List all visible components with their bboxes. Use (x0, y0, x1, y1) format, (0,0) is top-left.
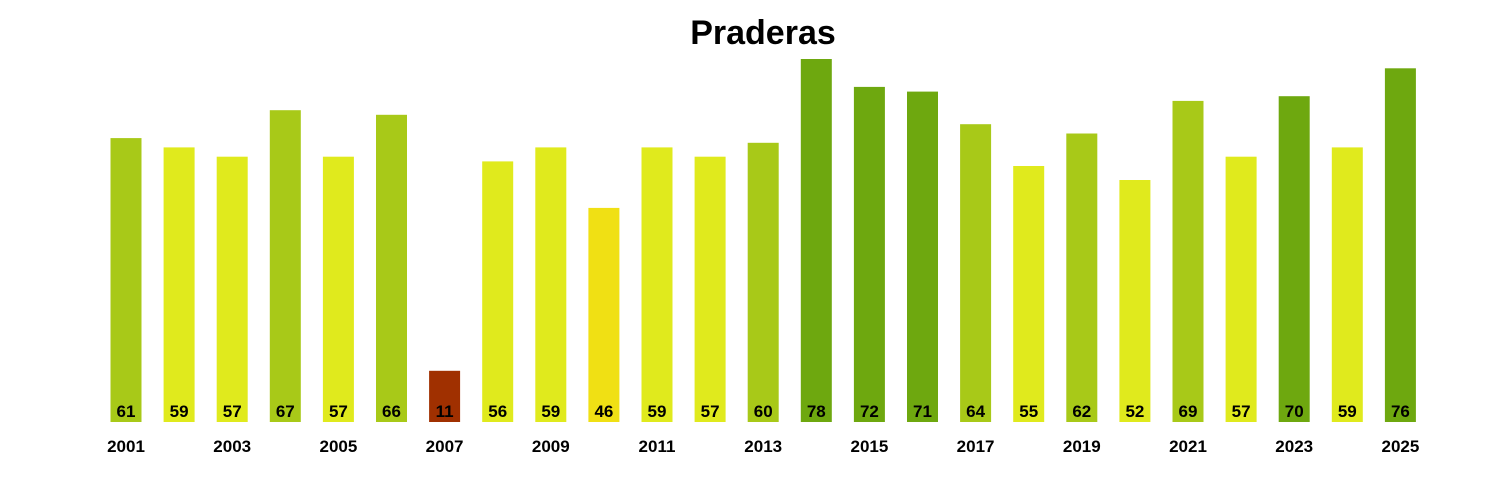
x-tick-2007: 2007 (426, 437, 464, 456)
value-label-2007: 11 (436, 402, 454, 421)
x-tick-2009: 2009 (532, 437, 570, 456)
bar-2018 (1013, 166, 1045, 422)
value-label-2022: 57 (1232, 402, 1251, 421)
x-tick-2023: 2023 (1275, 437, 1313, 456)
bar-2011 (641, 147, 673, 422)
value-label-2004: 67 (276, 402, 295, 421)
x-tick-2015: 2015 (850, 437, 888, 456)
bar-2012 (694, 156, 726, 422)
x-tick-2005: 2005 (319, 437, 357, 456)
bar-2002 (163, 147, 195, 422)
x-tick-2017: 2017 (957, 437, 995, 456)
bar-2001 (110, 138, 142, 422)
bar-2014 (800, 59, 832, 422)
bar-2004 (269, 110, 301, 422)
value-label-2006: 66 (382, 402, 401, 421)
value-label-2012: 57 (701, 402, 720, 421)
bar-2006 (376, 114, 407, 423)
bar-2023 (1278, 96, 1310, 422)
value-label-2025: 76 (1391, 402, 1410, 421)
value-label-2016: 71 (913, 402, 932, 421)
x-tick-2025: 2025 (1381, 437, 1419, 456)
value-label-2009: 59 (541, 402, 560, 421)
bar-2005 (322, 156, 354, 422)
value-label-2011: 59 (648, 402, 667, 421)
bar-2022 (1225, 156, 1257, 422)
value-labels-group: 61 59 57 67 57 66 11 56 59 46 59 57 60 78 72 71 64 55 62 52… (117, 402, 1410, 421)
bar-2013 (747, 142, 779, 423)
bar-2016 (907, 91, 938, 422)
bar-2003 (216, 156, 248, 422)
bar-2008 (482, 161, 514, 422)
bar-2017 (960, 124, 992, 422)
x-tick-2013: 2013 (744, 437, 782, 456)
value-label-2013: 60 (754, 402, 773, 421)
bar-2009 (535, 147, 567, 422)
value-label-2010: 46 (594, 402, 613, 421)
chart-title: Praderas (690, 14, 836, 52)
value-label-2008: 56 (488, 402, 507, 421)
value-label-2017: 64 (966, 402, 985, 421)
value-label-2003: 57 (223, 402, 242, 421)
value-label-2015: 72 (860, 402, 879, 421)
x-axis-ticks: 2001 2003 2005 2007 2009 2011 2013 2015 2017 2019… (107, 437, 1419, 456)
x-tick-2011: 2011 (639, 437, 676, 456)
bar-2024 (1331, 147, 1363, 422)
bar-2021 (1172, 100, 1204, 423)
x-tick-2019: 2019 (1063, 437, 1101, 456)
bar-2010 (588, 207, 620, 422)
value-label-2005: 57 (329, 402, 348, 421)
bar-2007 (429, 370, 461, 422)
value-label-2001: 61 (117, 402, 136, 421)
value-label-2018: 55 (1019, 402, 1038, 421)
value-label-2024: 59 (1338, 402, 1357, 421)
bar-2020 (1119, 180, 1151, 422)
value-label-2021: 69 (1179, 402, 1198, 421)
value-label-2020: 52 (1125, 402, 1144, 421)
x-tick-2003: 2003 (213, 437, 251, 456)
value-label-2023: 70 (1285, 402, 1304, 421)
x-tick-2001: 2001 (107, 437, 145, 456)
value-label-2002: 59 (170, 402, 189, 421)
value-label-2014: 78 (807, 402, 826, 421)
bar-2025 (1384, 68, 1416, 423)
bar-2019 (1066, 133, 1098, 422)
bars-group (110, 59, 1416, 423)
value-label-2019: 62 (1072, 402, 1091, 421)
bar-2015 (853, 86, 885, 423)
x-tick-2021: 2021 (1169, 437, 1207, 456)
